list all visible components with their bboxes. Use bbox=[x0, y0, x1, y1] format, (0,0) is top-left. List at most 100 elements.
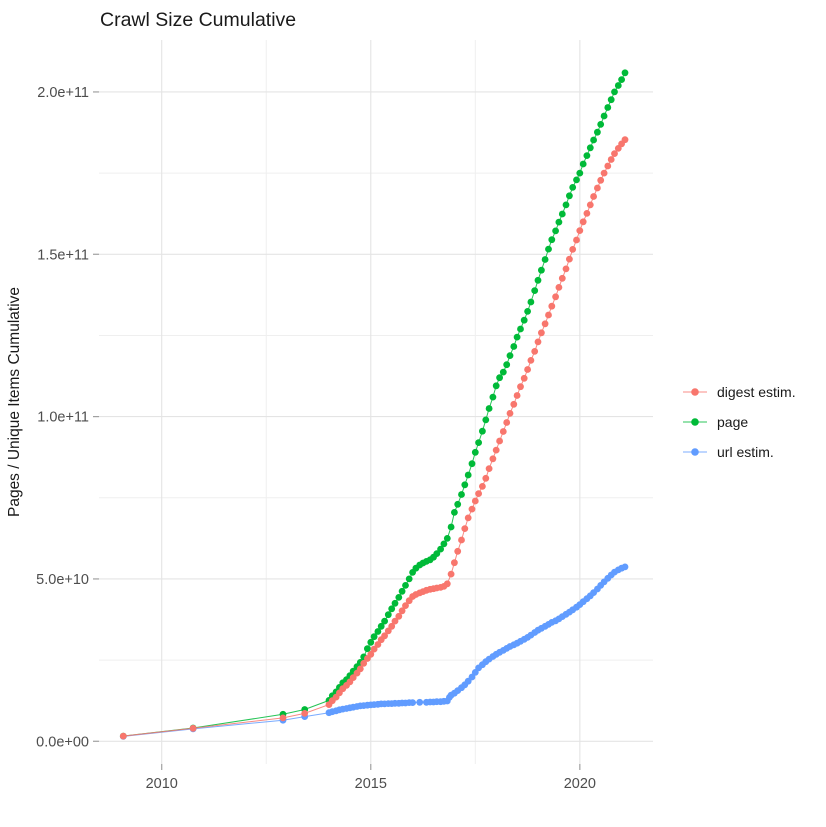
data-point bbox=[621, 69, 629, 77]
legend-label: digest estim. bbox=[717, 384, 796, 400]
legend-item-url-estim: url estim. bbox=[683, 444, 774, 460]
data-point bbox=[468, 505, 476, 513]
data-point bbox=[503, 361, 511, 369]
data-point bbox=[458, 491, 465, 498]
data-point bbox=[464, 514, 472, 522]
x-tick-label: 2020 bbox=[564, 776, 596, 792]
x-tick-label: 2015 bbox=[355, 776, 387, 792]
data-point bbox=[479, 483, 486, 490]
data-point bbox=[579, 160, 587, 168]
data-point bbox=[573, 236, 580, 244]
data-point bbox=[482, 474, 490, 482]
data-point bbox=[464, 471, 472, 479]
data-point bbox=[405, 575, 413, 583]
major-gridlines bbox=[99, 40, 653, 764]
data-point bbox=[594, 184, 601, 192]
data-point bbox=[545, 311, 552, 319]
data-point bbox=[586, 144, 594, 152]
data-point bbox=[458, 536, 465, 544]
data-point bbox=[388, 605, 396, 613]
data-point bbox=[492, 446, 500, 454]
minor-gridlines bbox=[99, 40, 653, 764]
data-point bbox=[510, 400, 518, 408]
data-point bbox=[594, 128, 601, 136]
axis-ticks: 2010 2015 2020 0.0e+00 5.0e+10 1.0e+11 1.5e+11… bbox=[36, 85, 596, 792]
data-point bbox=[558, 210, 566, 218]
data-point bbox=[573, 176, 580, 184]
data-point bbox=[531, 348, 539, 355]
legend-key-point bbox=[691, 418, 699, 426]
data-point bbox=[381, 632, 388, 640]
data-point bbox=[489, 393, 497, 401]
data-point bbox=[548, 302, 556, 310]
data-point bbox=[583, 152, 591, 160]
data-point bbox=[586, 201, 594, 209]
data-point bbox=[524, 366, 531, 373]
chart-title: Crawl Size Cumulative bbox=[100, 9, 296, 31]
data-point bbox=[479, 427, 486, 435]
data-point bbox=[447, 570, 455, 578]
data-point bbox=[119, 732, 127, 740]
data-point bbox=[496, 374, 503, 382]
data-point bbox=[576, 227, 584, 235]
y-tick-label: 1.5e+11 bbox=[37, 247, 89, 263]
data-point bbox=[356, 665, 364, 673]
data-point bbox=[538, 329, 545, 337]
data-point bbox=[607, 156, 615, 163]
data-point bbox=[576, 169, 584, 177]
data-point bbox=[471, 497, 479, 505]
data-point bbox=[451, 509, 458, 516]
data-point bbox=[485, 405, 493, 412]
data-point bbox=[600, 169, 608, 177]
data-point bbox=[513, 392, 521, 399]
data-point bbox=[607, 96, 615, 104]
data-point bbox=[475, 439, 482, 446]
data-point bbox=[279, 714, 287, 722]
data-point bbox=[517, 325, 524, 333]
data-point bbox=[443, 535, 451, 542]
data-point bbox=[506, 352, 514, 359]
data-point bbox=[562, 201, 570, 209]
data-point bbox=[374, 628, 382, 635]
data-point bbox=[569, 184, 577, 191]
data-point bbox=[510, 343, 518, 350]
data-point bbox=[621, 563, 629, 571]
data-series bbox=[119, 69, 629, 740]
data-point bbox=[377, 622, 385, 630]
data-point bbox=[548, 236, 556, 244]
data-point bbox=[545, 245, 552, 253]
data-point bbox=[562, 265, 570, 273]
y-tick-label: 1.0e+11 bbox=[37, 410, 89, 426]
data-point bbox=[531, 287, 539, 294]
data-point bbox=[499, 428, 507, 435]
data-point bbox=[513, 333, 521, 341]
data-point bbox=[443, 580, 451, 588]
data-point bbox=[384, 611, 392, 619]
data-point bbox=[461, 525, 469, 532]
data-point bbox=[517, 383, 524, 391]
data-point bbox=[604, 162, 612, 170]
data-point bbox=[398, 607, 406, 615]
data-point bbox=[451, 559, 458, 567]
data-point bbox=[189, 724, 197, 732]
data-point bbox=[492, 382, 500, 390]
data-point bbox=[391, 599, 399, 607]
data-point bbox=[552, 227, 559, 235]
data-point bbox=[391, 617, 399, 625]
data-point bbox=[471, 448, 479, 456]
data-point bbox=[520, 316, 528, 324]
legend-item-digest-estim: digest estim. bbox=[683, 384, 796, 400]
data-point bbox=[398, 587, 406, 595]
legend: digest estim. page url estim. bbox=[683, 384, 796, 460]
data-point bbox=[527, 357, 535, 364]
data-point bbox=[611, 150, 618, 158]
data-point bbox=[402, 602, 409, 609]
data-point bbox=[409, 699, 416, 706]
data-point bbox=[454, 547, 462, 555]
y-tick-label: 0.0e+00 bbox=[36, 734, 89, 750]
data-point bbox=[569, 246, 577, 253]
data-point bbox=[374, 641, 382, 648]
data-point bbox=[527, 298, 535, 306]
